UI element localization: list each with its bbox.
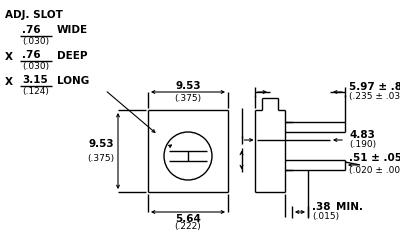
- Text: LONG: LONG: [57, 76, 89, 86]
- Text: 9.53: 9.53: [175, 81, 201, 91]
- Text: (.030): (.030): [22, 62, 49, 71]
- Text: (.015): (.015): [312, 213, 339, 221]
- Text: (.375): (.375): [174, 93, 202, 103]
- Text: 5.64: 5.64: [175, 214, 201, 224]
- Text: (.020 ± .002): (.020 ± .002): [349, 166, 400, 174]
- Text: 5.97 ± .89: 5.97 ± .89: [349, 82, 400, 92]
- Text: .76: .76: [22, 50, 41, 60]
- Text: .76: .76: [22, 25, 41, 35]
- Text: ADJ. SLOT: ADJ. SLOT: [5, 10, 63, 20]
- Text: WIDE: WIDE: [57, 25, 88, 35]
- Text: 4.83: 4.83: [349, 130, 375, 140]
- Text: X: X: [5, 52, 13, 62]
- Text: .51 ± .05: .51 ± .05: [349, 153, 400, 163]
- Text: (.222): (.222): [175, 222, 201, 231]
- Text: MIN.: MIN.: [336, 202, 363, 212]
- Text: .38: .38: [312, 202, 330, 212]
- Text: X: X: [5, 77, 13, 87]
- Text: 3.15: 3.15: [22, 75, 48, 85]
- Text: DEEP: DEEP: [57, 51, 88, 61]
- Text: (.375): (.375): [87, 154, 114, 163]
- Text: (.030): (.030): [22, 37, 49, 46]
- Text: (.124): (.124): [22, 87, 49, 96]
- Text: (.235 ± .035): (.235 ± .035): [349, 92, 400, 102]
- Text: 9.53: 9.53: [88, 139, 114, 149]
- Text: (.190): (.190): [349, 140, 376, 150]
